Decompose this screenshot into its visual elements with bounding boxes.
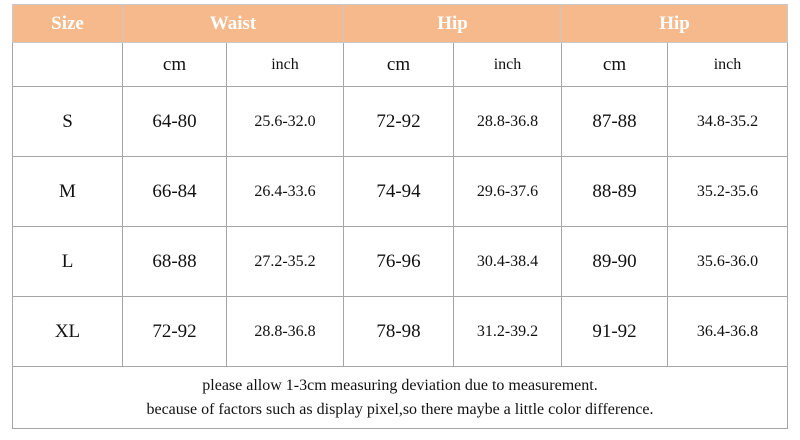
table-body: Size Waist Hip Hip cm inch cm inch cm inch S 64-80 2… — [11, 4, 789, 429]
size-cell: 64-80 — [122, 86, 227, 157]
note-row: please allow 1-3cm measuring deviation d… — [11, 366, 789, 429]
unit-cell: inch — [225, 42, 345, 87]
size-row: XL 72-92 28.8-36.8 78-98 31.2-39.2 91-92 36.4-… — [12, 296, 789, 367]
size-cell: 26.4-33.6 — [225, 156, 345, 227]
size-cell: 28.8-36.8 — [225, 296, 345, 367]
size-cell: 30.4-38.4 — [453, 226, 563, 297]
size-cell: 78-98 — [343, 296, 455, 367]
unit-row: cm inch cm inch cm inch — [12, 42, 789, 87]
unit-cell: inch — [667, 42, 789, 87]
size-cell: 35.2-35.6 — [667, 156, 789, 227]
size-cell: 74-94 — [343, 156, 455, 227]
size-cell: 89-90 — [561, 226, 669, 297]
size-cell: 76-96 — [343, 226, 455, 297]
unit-cell: inch — [453, 42, 563, 87]
size-cell: 25.6-32.0 — [225, 86, 345, 157]
size-cell: 31.2-39.2 — [453, 296, 563, 367]
note-line: please allow 1-3cm measuring deviation d… — [202, 376, 598, 394]
header-cell: Size — [12, 4, 123, 43]
note-line: because of factors such as display pixel… — [146, 400, 654, 418]
size-row: S 64-80 25.6-32.0 72-92 28.8-36.8 87-88 34.8-3… — [12, 86, 789, 157]
size-cell: 29.6-37.6 — [453, 156, 563, 227]
size-cell: 87-88 — [561, 86, 669, 157]
size-cell: 27.2-35.2 — [225, 226, 345, 297]
note-cell: please allow 1-3cm measuring deviation d… — [11, 366, 789, 429]
header-cell: Hip — [343, 4, 563, 43]
unit-cell: cm — [561, 42, 669, 87]
unit-cell: cm — [122, 42, 227, 87]
size-cell: 68-88 — [122, 226, 227, 297]
size-cell: 36.4-36.8 — [667, 296, 789, 367]
size-cell: L — [12, 226, 123, 297]
size-cell: 34.8-35.2 — [667, 86, 789, 157]
header-cell: Waist — [121, 4, 345, 43]
size-cell: XL — [12, 296, 123, 367]
size-table: Size Waist Hip Hip cm inch cm inch cm inch S 64-80 2… — [11, 4, 789, 429]
empty-cell — [12, 42, 123, 87]
size-cell: 88-89 — [561, 156, 669, 227]
size-cell: M — [12, 156, 123, 227]
size-cell: 66-84 — [122, 156, 227, 227]
size-cell: S — [12, 86, 123, 157]
size-row: L 68-88 27.2-35.2 76-96 30.4-38.4 89-90 35.6-3… — [12, 226, 789, 297]
header-cell: Hip — [561, 4, 789, 43]
unit-cell: cm — [343, 42, 455, 87]
size-cell: 28.8-36.8 — [453, 86, 563, 157]
size-cell: 72-92 — [343, 86, 455, 157]
size-row: M 66-84 26.4-33.6 74-94 29.6-37.6 88-89 35.2-3… — [12, 156, 789, 227]
size-cell: 35.6-36.0 — [667, 226, 789, 297]
header-row: Size Waist Hip Hip — [12, 4, 789, 43]
size-cell: 72-92 — [122, 296, 227, 367]
size-cell: 91-92 — [561, 296, 669, 367]
